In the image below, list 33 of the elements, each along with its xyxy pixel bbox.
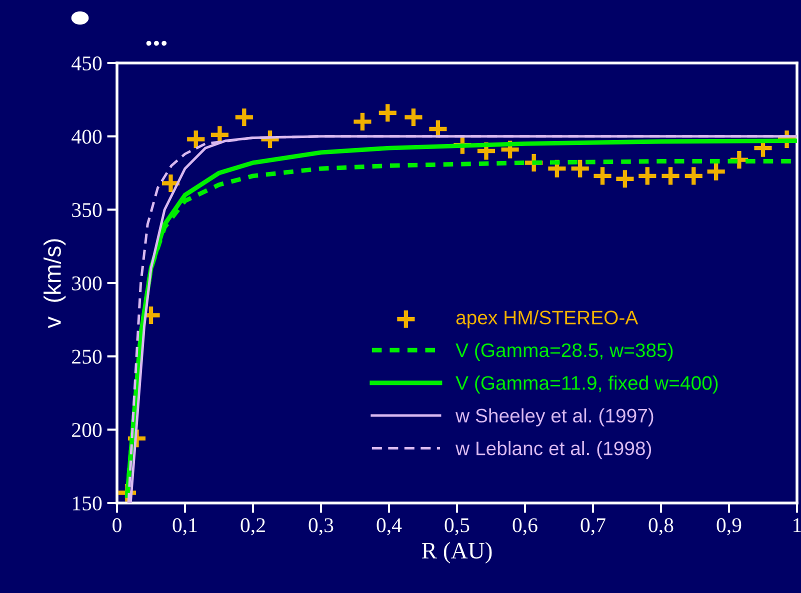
point (569, 158, 591, 180)
x-tick-label: 0,7 (580, 518, 606, 536)
point (592, 165, 614, 187)
legend-label: V (Gamma=28.5, w=385) (456, 342, 673, 361)
x-tick-label: 0,9 (716, 518, 742, 536)
point (660, 165, 682, 187)
y-axis-title: v (km/s) (44, 239, 66, 328)
y-tick-label: 450 (72, 56, 102, 70)
legend-label: w Sheeley et al. (1997) (456, 408, 654, 426)
point (614, 168, 636, 190)
x-tick-label: 0,2 (240, 518, 265, 536)
x-tick-label: 0,8 (648, 518, 674, 536)
x-tick-label: 0,5 (444, 518, 470, 536)
x-tick-label: 0,3 (308, 518, 334, 536)
y-tick-label: 400 (72, 130, 102, 144)
legend-label: V (Gamma=11.9, fixed w=400) (456, 376, 718, 394)
point (499, 138, 521, 160)
x-tick-label: 0 (112, 518, 122, 532)
point (475, 140, 498, 162)
x-tick-label: 1 (794, 518, 801, 532)
x-tick-label: 0,6 (512, 518, 538, 536)
chart-title: ... (146, 40, 167, 46)
y-tick-label: 150 (73, 496, 102, 510)
y-tick-label: 250 (72, 350, 102, 364)
y-tick-label: 300 (72, 276, 102, 290)
legend-label: apex HM/STEREO-A (456, 310, 638, 328)
y-tick-label: 350 (72, 203, 102, 218)
x-tick-label: 0,4 (376, 518, 402, 536)
x-tick-label: 0,1 (172, 518, 197, 536)
y-tick-label: 200 (72, 423, 102, 438)
point (636, 165, 658, 187)
legend-label: w Leblanc et al. (1998) (456, 440, 652, 460)
x-axis-title: R (AU) (422, 542, 492, 564)
